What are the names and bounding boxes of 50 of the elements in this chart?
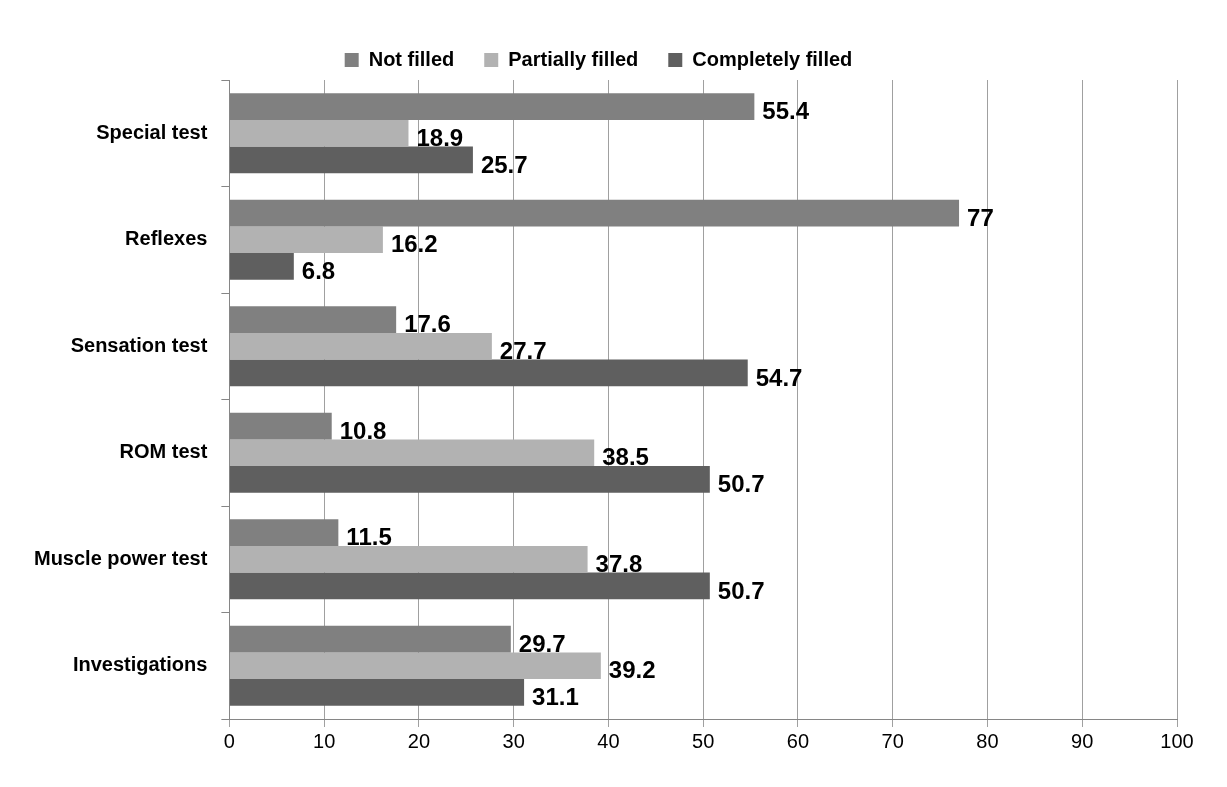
y-tick-label: Muscle power test (33, 546, 208, 569)
bar (229, 545, 588, 573)
data-label: 10.8 (339, 416, 387, 444)
bar (229, 652, 601, 680)
x-tick-label: 50 (692, 729, 715, 752)
data-label: 38.5 (602, 443, 649, 471)
y-tick-label: Reflexes (125, 227, 208, 250)
data-label: 54.7 (755, 363, 803, 391)
bar (229, 332, 492, 360)
data-label: 37.8 (595, 549, 643, 577)
y-tick-label: Investigations (72, 653, 208, 676)
x-tick-label: 90 (1071, 729, 1094, 752)
bar (229, 146, 473, 174)
data-label: 50.7 (717, 576, 765, 604)
bar (229, 226, 383, 254)
data-label: 77 (967, 203, 994, 231)
bar (229, 253, 294, 280)
bar (229, 439, 595, 467)
data-label: 25.7 (480, 150, 528, 178)
data-label: 29.7 (518, 629, 566, 657)
data-label: 39.2 (608, 656, 656, 684)
data-label: 50.7 (717, 470, 765, 497)
x-tick-label: 40 (597, 729, 620, 752)
data-label: 31.1 (532, 683, 579, 710)
data-label: 27.7 (499, 336, 547, 364)
bar (229, 679, 525, 706)
x-tick-label: 30 (502, 729, 525, 752)
legend-label: Not filled (368, 47, 455, 70)
y-tick-label: Special test (96, 120, 208, 143)
bar (229, 572, 710, 600)
x-tick-label: 70 (881, 729, 904, 752)
bar (229, 119, 409, 147)
legend-label: Partially filled (508, 47, 639, 70)
data-label: 17.6 (404, 310, 451, 338)
x-tick-label: 60 (786, 729, 810, 752)
x-tick-label: 80 (976, 729, 999, 752)
data-label: 16.2 (390, 230, 438, 258)
data-label: 11.5 (346, 523, 392, 551)
data-label: 6.8 (301, 257, 336, 284)
x-tick-label: 20 (407, 729, 431, 752)
bar (229, 466, 710, 493)
x-tick-label: 10 (313, 729, 336, 752)
data-label: 55.4 (762, 97, 810, 125)
data-label: 18.9 (416, 123, 464, 151)
y-tick-label: ROM test (119, 440, 208, 463)
x-tick-label: 100 (1160, 729, 1194, 752)
legend-label: Completely filled (692, 47, 853, 70)
x-tick-label: 0 (223, 729, 235, 752)
y-tick-label: Sensation test (70, 333, 208, 356)
bar (229, 359, 748, 387)
